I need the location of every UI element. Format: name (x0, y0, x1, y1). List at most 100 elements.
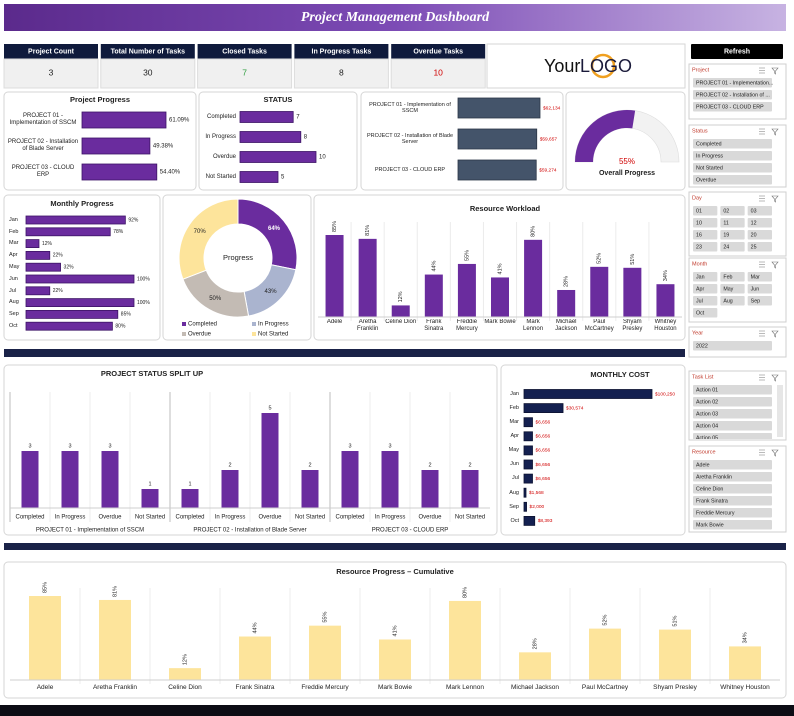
slicer-item[interactable] (720, 272, 745, 282)
chart-title: Monthly Progress (50, 199, 113, 208)
slicer-item-label[interactable]: Not Started (696, 165, 723, 171)
slicer-item[interactable] (693, 296, 718, 306)
slicer-item-label[interactable]: Apr (696, 286, 704, 292)
category-label: Jun (510, 461, 519, 468)
slicer-item-label[interactable]: Sep (751, 298, 760, 304)
slicer-item[interactable] (720, 242, 745, 252)
slicer-item[interactable] (693, 341, 772, 351)
slicer-item[interactable] (747, 284, 772, 294)
slicer-item[interactable] (720, 218, 745, 228)
slicer-item-label[interactable]: Freddie Mercury (696, 510, 735, 516)
slicer-item[interactable] (693, 520, 772, 530)
slicer-item[interactable] (693, 460, 772, 470)
donut-title: Progress (223, 253, 253, 262)
category-label-box: Mark Lennon (523, 319, 543, 332)
slicer-item[interactable] (720, 284, 745, 294)
slicer-item-label[interactable]: Aug (723, 298, 732, 304)
slicer-item-label[interactable]: PROJECT 03 - CLOUD ERP (696, 104, 764, 110)
slicer-item[interactable] (720, 230, 745, 240)
slicer-item[interactable] (693, 78, 772, 88)
slicer-item[interactable] (747, 230, 772, 240)
slicer-item-label[interactable]: Jun (751, 286, 760, 292)
slicer-item-label[interactable]: 16 (696, 232, 702, 238)
slicer-item-label[interactable]: Mar (751, 274, 760, 280)
slicer-item[interactable] (747, 206, 772, 216)
slicer-item[interactable] (693, 90, 772, 100)
bar (623, 267, 642, 317)
slicer-item-label[interactable]: 25 (751, 244, 757, 250)
slicer-item[interactable] (693, 218, 718, 228)
dashboard-title: Project Management Dashboard (301, 10, 490, 25)
slicer-item[interactable] (693, 139, 772, 149)
bar (221, 470, 239, 508)
slicer-item-label[interactable]: Jan (696, 274, 705, 280)
slicer-item-label[interactable]: Action 02 (696, 399, 718, 405)
refresh-label[interactable]: Refresh (724, 48, 750, 55)
slicer-item[interactable] (693, 151, 772, 161)
slicer-item[interactable] (747, 218, 772, 228)
slicer-item-label[interactable]: Feb (723, 274, 732, 280)
logo-box (486, 43, 686, 89)
slicer-item[interactable] (693, 102, 772, 112)
slicer-item-label[interactable]: 23 (696, 244, 702, 250)
slicer-item-label[interactable]: May (723, 286, 733, 292)
slicer-item-label[interactable]: Action 03 (696, 411, 718, 417)
slicer-item-label[interactable]: 12 (751, 220, 757, 226)
slicer-item-label[interactable]: 01 (696, 208, 702, 214)
slicer-item[interactable] (693, 433, 772, 443)
slicer-item[interactable] (693, 284, 718, 294)
slicer-item-label[interactable]: Action 04 (696, 423, 718, 429)
slicer-item[interactable] (693, 230, 718, 240)
category-label: Overdue (418, 515, 442, 521)
slicer-item[interactable] (747, 272, 772, 282)
slicer-item-label[interactable]: Adele (696, 462, 710, 468)
slicer-item-label[interactable]: 10 (696, 220, 702, 226)
slicer-item[interactable] (693, 385, 772, 395)
slicer-item[interactable] (693, 496, 772, 506)
slicer-item-label[interactable]: PROJECT 02 - Installation of ... (696, 92, 770, 98)
slicer-item-label[interactable]: 19 (723, 232, 729, 238)
slicer-item-label[interactable]: Frank Sinatra (696, 498, 728, 504)
slicer-item[interactable] (693, 397, 772, 407)
slicer-item[interactable] (693, 206, 718, 216)
slicer-item-label[interactable]: 02 (723, 208, 729, 214)
slicer-item[interactable] (693, 175, 772, 185)
slicer-item-label[interactable]: Oct (696, 310, 705, 316)
slicer-item-label[interactable]: 24 (723, 244, 729, 250)
slicer-item-label[interactable]: 11 (723, 220, 729, 226)
kpi-body (390, 58, 486, 89)
slicer-item-label[interactable]: Action 05 (696, 435, 718, 441)
slicer-item[interactable] (693, 508, 772, 518)
slicer-item-label[interactable]: Celine Dion (696, 486, 723, 492)
slicer-item[interactable] (693, 472, 772, 482)
slicer-item-label[interactable]: Completed (696, 141, 722, 147)
value-label: 7 (296, 115, 300, 121)
category-label: Mar (9, 240, 19, 247)
category-label: Paul McCartney (584, 319, 614, 332)
slicer-item-label[interactable]: PROJECT 01 - Implementation... (696, 80, 773, 86)
slicer-item[interactable] (693, 163, 772, 173)
slicer-item-label[interactable]: 2022 (696, 343, 708, 349)
refresh-button[interactable] (691, 44, 783, 59)
slicer-item[interactable] (693, 421, 772, 431)
slicer-item[interactable] (693, 484, 772, 494)
slicer-item[interactable] (747, 242, 772, 252)
slicer-item[interactable] (693, 242, 718, 252)
slicer-item[interactable] (720, 296, 745, 306)
slicer-item[interactable] (747, 296, 772, 306)
slicer-item-label[interactable]: Action 01 (696, 387, 718, 393)
slicer-item-label[interactable]: 03 (751, 208, 757, 214)
slicer-item[interactable] (693, 409, 772, 419)
slicer-item-label[interactable]: Overdue (696, 177, 716, 183)
category-label-box: Sep (509, 504, 519, 510)
slicer-item-label[interactable]: Aretha Franklin (696, 474, 732, 480)
slicer-item-label[interactable]: Mark Bowie (696, 522, 724, 528)
kpi-value: 10 (433, 67, 443, 77)
slicer-item[interactable] (693, 308, 718, 318)
slicer-item[interactable] (720, 206, 745, 216)
slicer-item-label[interactable]: Jul (696, 298, 703, 304)
slicer-item-label[interactable]: In Progress (696, 153, 723, 159)
chart-title: STATUS (264, 95, 293, 104)
slicer-item-label[interactable]: 20 (751, 232, 757, 238)
slicer-item[interactable] (693, 272, 718, 282)
